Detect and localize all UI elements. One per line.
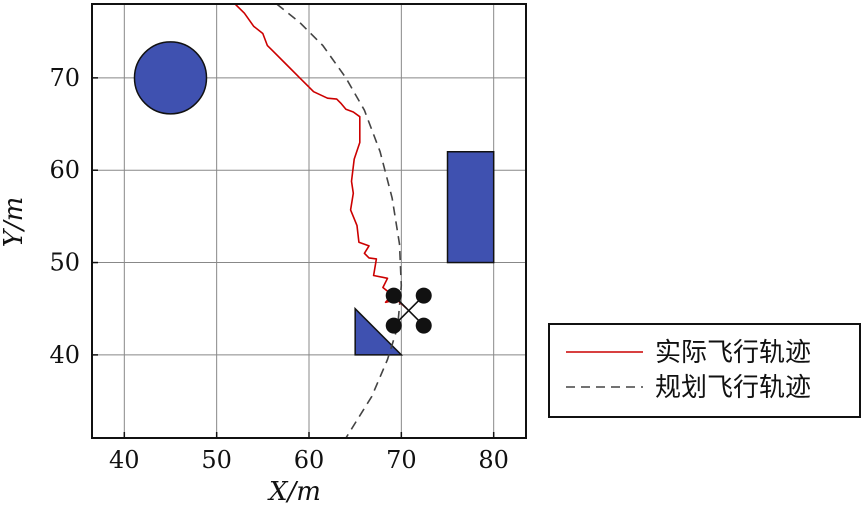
drone-marker <box>385 287 432 334</box>
x-tick-label: 60 <box>294 446 325 474</box>
y-tick-label: 70 <box>49 64 80 92</box>
x-tick-label: 40 <box>109 446 140 474</box>
legend: 实际飞行轨迹 规划飞行轨迹 <box>548 323 861 418</box>
legend-label-actual: 实际飞行轨迹 <box>655 338 811 368</box>
actual-trajectory-path <box>234 4 408 310</box>
y-tick-label: 50 <box>49 249 80 277</box>
planned-trajectory-path <box>276 4 403 438</box>
legend-box <box>548 323 861 418</box>
drone-rotor <box>385 317 402 334</box>
x-tick-label: 50 <box>201 446 232 474</box>
x-tick-labels: 40 50 60 70 80 <box>109 446 509 474</box>
y-axis-label: Y/m <box>0 197 29 248</box>
y-tick-labels: 40 50 60 70 <box>49 64 80 369</box>
legend-label-planned: 规划飞行轨迹 <box>655 373 811 403</box>
x-axis-label: X/m <box>267 477 321 505</box>
plot-frame <box>91 3 527 439</box>
drone-rotor <box>385 287 402 304</box>
drone-rotor <box>415 287 432 304</box>
obstacles <box>133 41 495 356</box>
actual-trajectory-line <box>234 4 408 310</box>
obstacle-triangle <box>354 306 404 356</box>
x-tick-label: 70 <box>386 446 417 474</box>
y-tick-label: 60 <box>49 156 80 184</box>
obstacle-circle <box>133 41 208 115</box>
planned-trajectory-line <box>276 4 403 438</box>
obstacle-rectangle <box>446 150 495 264</box>
drone-rotor <box>415 317 432 334</box>
y-tick-label: 40 <box>49 341 80 369</box>
x-tick-label: 80 <box>478 446 509 474</box>
